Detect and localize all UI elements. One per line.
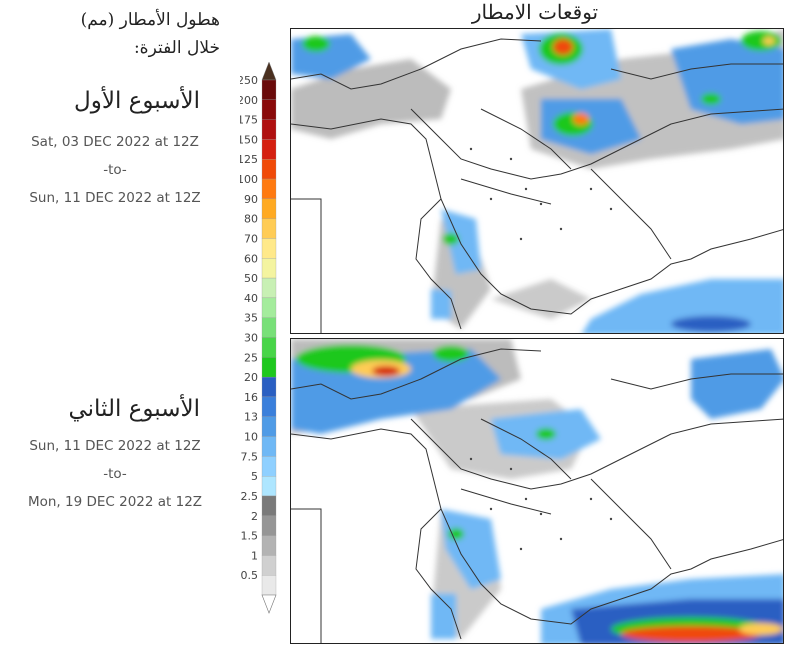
coastlines — [291, 348, 783, 643]
colorbar-segment — [261, 515, 277, 536]
week2-end-date: Mon, 19 DEC 2022 at 12Z — [27, 494, 203, 510]
colorbar-segment — [261, 79, 277, 100]
week1-end-date: Sun, 11 DEC 2022 at 12Z — [29, 190, 201, 206]
colorbar-tick-label: 70 — [244, 232, 258, 245]
colorbar-segment — [261, 436, 277, 457]
colorbar-segment — [261, 555, 277, 576]
week1-label: الأسبوع الأول — [74, 88, 200, 114]
colorbar-segment — [261, 238, 277, 259]
coastlines — [291, 38, 783, 333]
legend-period-label: خلال الفترة: — [133, 38, 220, 58]
colorbar-max-triangle — [261, 61, 277, 81]
week1-to: -to- — [103, 162, 127, 178]
precip-shading — [291, 29, 783, 333]
colorbar-tick-label: 125 — [240, 153, 258, 166]
precipitation-colorbar: 2502001751501251009080706050403530252016… — [240, 61, 277, 614]
colorbar-tick-label: 25 — [244, 351, 258, 364]
colorbar-tick-label: 250 — [240, 74, 258, 87]
colorbar-tick-label: 60 — [244, 252, 258, 265]
colorbar-segment — [261, 376, 277, 398]
colorbar-segment — [261, 357, 277, 378]
colorbar-tick-label: 35 — [244, 312, 258, 325]
colorbar-tick-label: 80 — [244, 213, 258, 226]
week2-start-date: Sun, 11 DEC 2022 at 12Z — [29, 438, 201, 454]
map-week1-canvas — [291, 29, 783, 333]
colorbar-tick-label: 0.5 — [241, 569, 259, 582]
legend-title: هطول الأمطار (مم) — [80, 10, 220, 30]
colorbar-segment — [261, 317, 277, 338]
colorbar-segment — [261, 495, 277, 516]
week2-label: الأسبوع الثاني — [68, 396, 200, 422]
colorbar-tick-label: 1.5 — [241, 530, 259, 543]
city-labels — [469, 457, 613, 551]
colorbar-tick-label: 20 — [244, 371, 258, 384]
colorbar-segment — [261, 198, 277, 219]
colorbar-tick-label: 30 — [244, 332, 258, 345]
colorbar-segment — [261, 218, 277, 239]
colorbar-tick-label: 16 — [244, 391, 258, 404]
colorbar-tick-label: 175 — [240, 114, 258, 127]
colorbar-segment — [261, 258, 277, 279]
colorbar-tick-label: 13 — [244, 411, 258, 424]
colorbar-tick-label: 2 — [251, 510, 258, 523]
colorbar-segment — [261, 456, 277, 477]
colorbar-tick-label: 150 — [240, 133, 258, 146]
colorbar-tick-label: 50 — [244, 272, 258, 285]
colorbar-tick-label: 5 — [251, 470, 258, 483]
colorbar-tick-label: 1 — [251, 549, 258, 562]
colorbar-min-triangle — [261, 594, 277, 614]
map-week2-canvas — [291, 339, 783, 643]
map-week1 — [290, 28, 784, 334]
colorbar-tick-label: 200 — [240, 94, 258, 107]
colorbar-segment — [261, 337, 277, 358]
colorbar-tick-label: 100 — [240, 173, 258, 186]
colorbar-segment — [261, 277, 277, 299]
colorbar-tick-label: 40 — [244, 292, 258, 305]
precip-shading — [291, 339, 783, 643]
colorbar-segment — [261, 119, 277, 140]
colorbar-segment — [261, 159, 277, 180]
colorbar-segment — [261, 575, 277, 596]
colorbar-segment — [261, 416, 277, 437]
colorbar-segment — [261, 178, 277, 199]
colorbar-segment — [261, 535, 277, 556]
colorbar-segment — [261, 99, 277, 120]
city-labels — [469, 147, 613, 241]
week1-start-date: Sat, 03 DEC 2022 at 12Z — [31, 134, 199, 150]
colorbar-tick-label: 10 — [244, 431, 258, 444]
colorbar-tick-label: 90 — [244, 193, 258, 206]
colorbar-segment — [261, 139, 277, 160]
colorbar-tick-label: 7.5 — [241, 450, 259, 463]
colorbar-segment — [261, 297, 277, 318]
colorbar-tick-label: 2.5 — [241, 490, 259, 503]
colorbar-segment — [261, 476, 277, 497]
colorbar-segment — [261, 396, 277, 417]
main-title: توقعات الامطار — [471, 0, 599, 24]
week2-to: -to- — [103, 466, 127, 482]
map-week2 — [290, 338, 784, 644]
